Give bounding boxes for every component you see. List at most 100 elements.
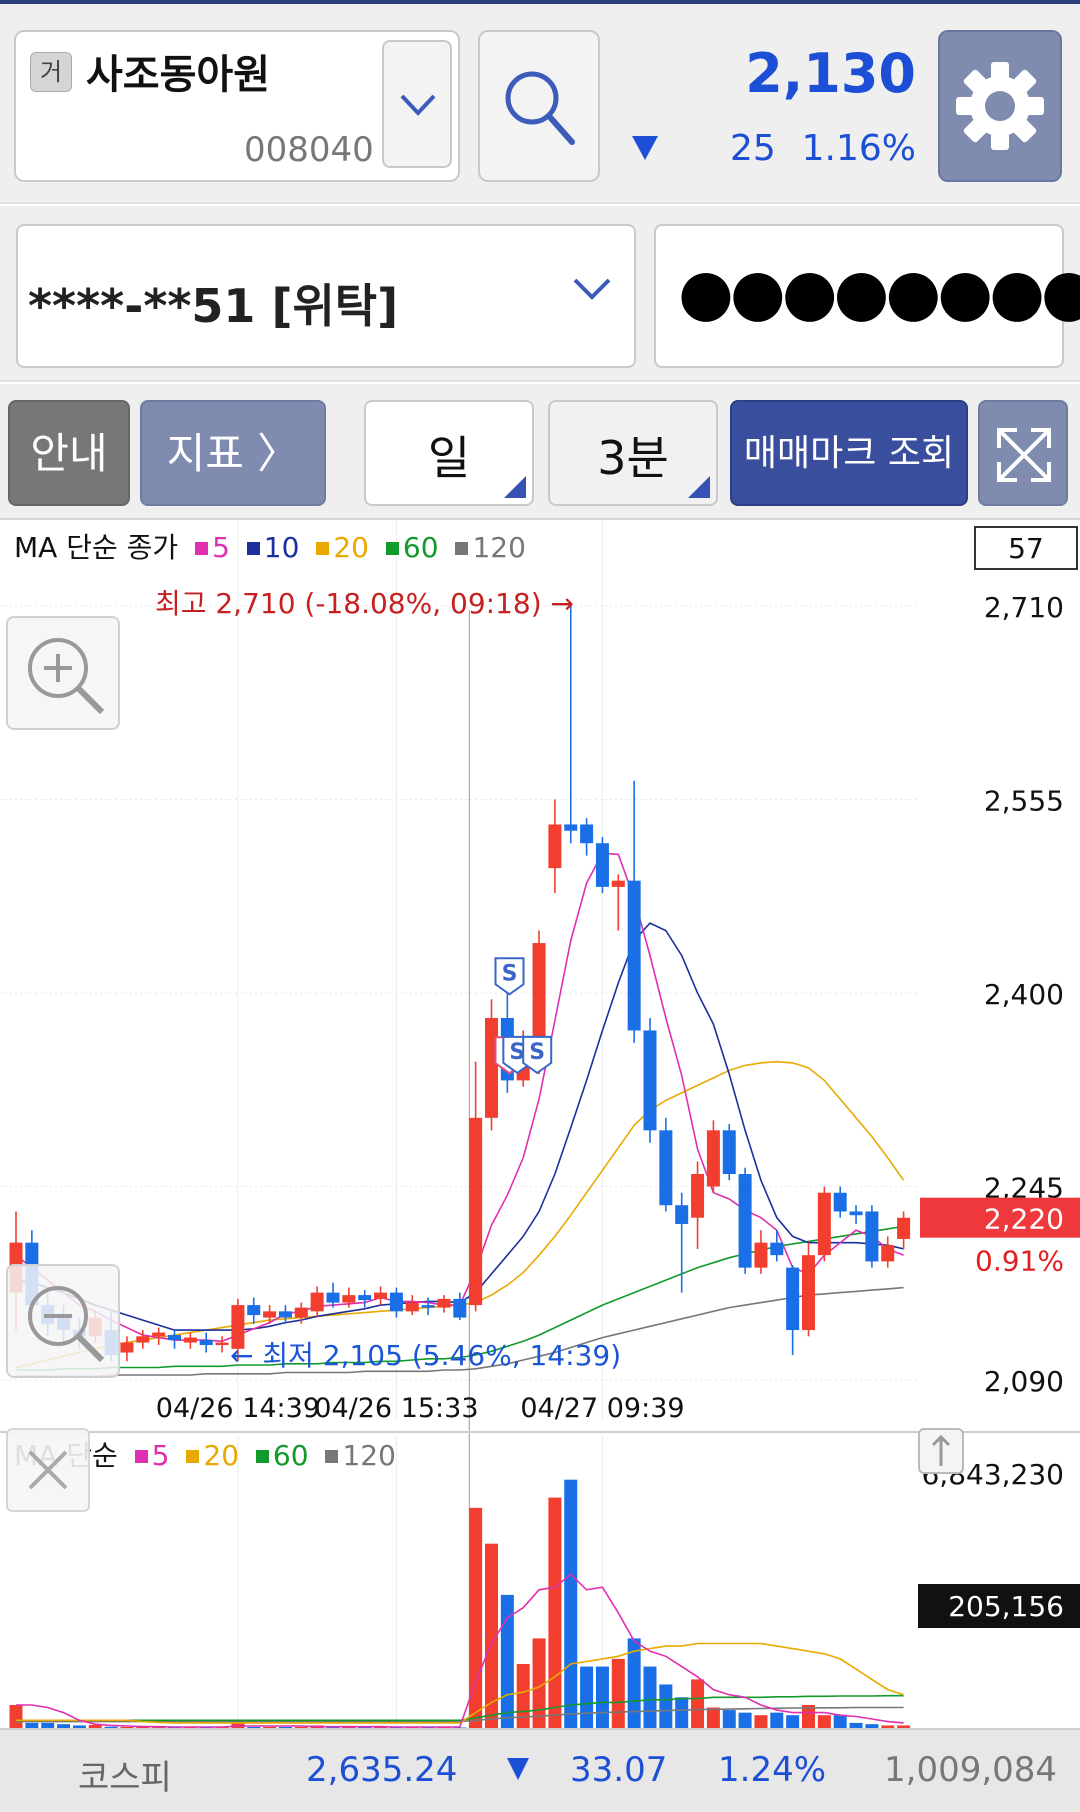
- series-line-vol_ma60: [16, 1694, 904, 1722]
- volume-bar: [25, 1722, 39, 1728]
- volume-bar: [881, 1725, 895, 1728]
- candle-body: [247, 1305, 261, 1316]
- index-change-rate: 1.24%: [718, 1750, 827, 1790]
- price-change: 25: [730, 128, 776, 169]
- chart-toolbar: 안내 지표 〉 일 3분 매매마크 조회: [0, 384, 1080, 520]
- legend-label: 20: [203, 1439, 240, 1472]
- volume-bar: [897, 1725, 911, 1728]
- zoom-out-button[interactable]: [6, 1264, 120, 1378]
- zoom-in-button[interactable]: [6, 616, 120, 730]
- password-field[interactable]: ●●●●●●●●: [654, 224, 1080, 368]
- candle-body: [627, 880, 641, 1031]
- candle-body: [263, 1311, 277, 1318]
- series-line-vol_ma5: [16, 1573, 904, 1728]
- exchange-badge: 거: [30, 52, 72, 92]
- legend-ma10: 10: [246, 531, 299, 564]
- candle: [754, 1230, 768, 1274]
- candle-body: [817, 1192, 831, 1256]
- interval-select[interactable]: 3분: [548, 400, 718, 506]
- stock-selector[interactable]: 거 사조동아원 008040: [14, 30, 460, 182]
- trade-mark-button[interactable]: 매매마크 조회: [730, 400, 968, 506]
- candle: [580, 818, 594, 856]
- legend-ma20: 20: [316, 531, 369, 564]
- candle-body: [469, 1117, 483, 1306]
- chevron-down-icon: [400, 94, 436, 116]
- period-select[interactable]: 일: [364, 400, 534, 506]
- legend-swatch: [385, 542, 399, 555]
- x-tick-label: 04/26 15:33: [314, 1393, 478, 1424]
- candle-body: [374, 1292, 388, 1299]
- candle: [231, 1298, 245, 1362]
- sell-mark: S: [494, 957, 525, 996]
- legend-swatch: [316, 542, 330, 555]
- account-row: ****-**51 [위탁] ●●●●●●●●: [0, 206, 1080, 382]
- candle: [469, 1061, 483, 1312]
- candle: [342, 1287, 356, 1308]
- legend-label: 120: [472, 531, 526, 564]
- candle: [738, 1167, 752, 1274]
- chevron-down-icon: [573, 278, 611, 300]
- candle-body: [580, 824, 594, 844]
- candle-body: [294, 1307, 308, 1318]
- current-volume-box: [918, 1584, 1080, 1628]
- account-selector[interactable]: ****-**51 [위탁]: [16, 224, 636, 368]
- legend-swatch: [195, 542, 209, 555]
- candle-body: [421, 1305, 435, 1308]
- indicator-button[interactable]: 지표 〉: [140, 400, 326, 506]
- candle: [802, 1242, 815, 1337]
- volume-bar: [865, 1724, 879, 1728]
- volume-bar: [9, 1704, 23, 1728]
- volume-bar: [136, 1726, 150, 1728]
- volume-bar: [849, 1722, 863, 1728]
- account-number: ****-**51 [위탁]: [28, 279, 399, 333]
- candle: [310, 1286, 324, 1318]
- volume-bar: [548, 1497, 562, 1728]
- candle-body: [611, 880, 625, 887]
- sell-mark-letter: S: [502, 961, 518, 986]
- series-line-vol_ma120: [16, 1706, 904, 1723]
- volume-bar: [516, 1664, 530, 1728]
- candle-body: [754, 1242, 768, 1268]
- scroll-top-button[interactable]: [918, 1428, 964, 1474]
- candle: [643, 1017, 657, 1143]
- candle: [548, 799, 562, 894]
- candle: [849, 1205, 863, 1224]
- close-indicator-button[interactable]: [6, 1428, 90, 1512]
- candle: [786, 1265, 800, 1356]
- legend-label: 60: [402, 531, 439, 564]
- stock-header: 거 사조동아원 008040 2,130 25 1.16%: [0, 4, 1080, 204]
- candle: [659, 1117, 673, 1212]
- candle: [833, 1186, 847, 1218]
- candle: [199, 1332, 213, 1353]
- candle-body: [389, 1292, 403, 1312]
- candle-body: [564, 824, 578, 831]
- legend-vol-ma20: 20: [186, 1439, 239, 1472]
- guide-button[interactable]: 안내: [8, 400, 130, 506]
- volume-bar: [611, 1658, 625, 1728]
- settings-button[interactable]: [938, 30, 1062, 182]
- market-index-bar[interactable]: 코스피 2,635.24 33.07 1.24% 1,009,084: [0, 1728, 1080, 1812]
- candle-body: [770, 1242, 784, 1256]
- stock-dropdown-button[interactable]: [382, 40, 452, 168]
- stock-code: 008040: [244, 130, 374, 170]
- candle-body: [168, 1335, 181, 1341]
- legend-label: 60: [272, 1439, 309, 1472]
- candle-count: 57: [974, 526, 1078, 570]
- candle: [405, 1295, 419, 1316]
- candle: [247, 1297, 261, 1324]
- search-button[interactable]: [478, 30, 600, 182]
- candle: [389, 1287, 403, 1318]
- candle: [817, 1186, 831, 1262]
- series-line-ma5: [15, 852, 904, 1343]
- current-price-box: [920, 1197, 1080, 1238]
- fullscreen-button[interactable]: [978, 400, 1068, 506]
- volume-bar: [294, 1726, 308, 1728]
- candle-body: [358, 1295, 372, 1301]
- current-price-label: 2,220: [984, 1203, 1064, 1236]
- candle-body: [437, 1298, 451, 1308]
- volume-bar: [278, 1726, 292, 1728]
- volume-bar: [722, 1710, 736, 1728]
- series-line-ma10: [15, 922, 904, 1331]
